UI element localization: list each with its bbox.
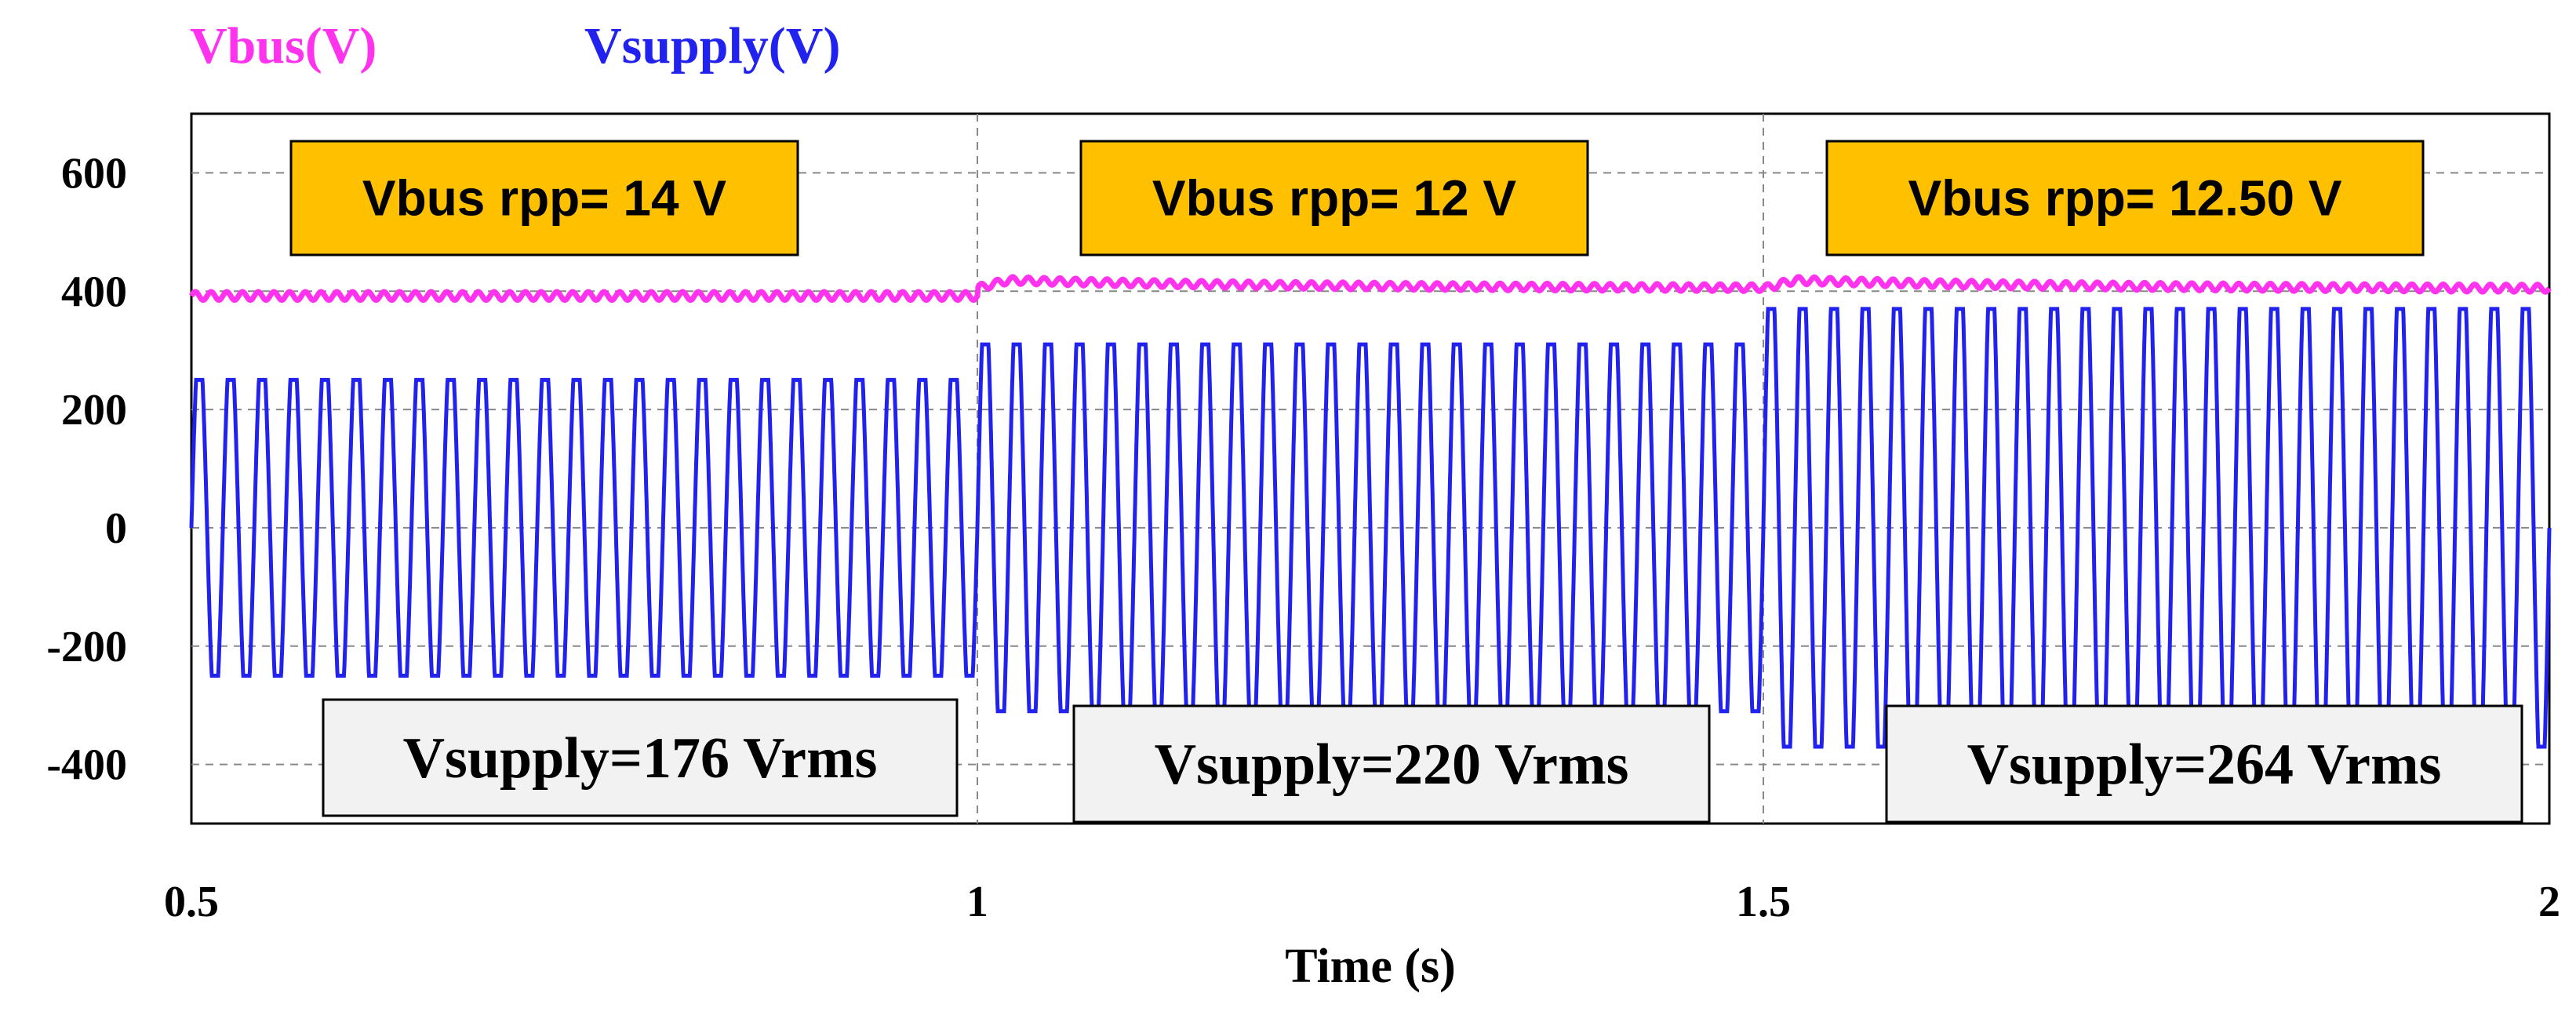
y-tick-labels: 600 400 200 0 -200 -400 bbox=[46, 149, 127, 789]
x-tick-label: 1 bbox=[966, 878, 988, 926]
series-vbus-line bbox=[189, 274, 2552, 304]
x-tick-labels: 0.5 1 1.5 2 bbox=[164, 878, 2560, 926]
x-tick-label: 0.5 bbox=[164, 878, 219, 926]
series-vsupply-line bbox=[189, 307, 2552, 749]
vbus-trace bbox=[189, 274, 2552, 304]
y-tick-label: 600 bbox=[61, 149, 127, 198]
annotation-top-label: Vbus rpp= 14 V bbox=[362, 170, 726, 227]
annotation-bottom-label: Vsupply=176 Vrms bbox=[403, 726, 878, 791]
y-tick-label: -200 bbox=[46, 623, 127, 671]
annotation-top-box bbox=[1079, 140, 1589, 256]
x-axis-title: Time (s) bbox=[1285, 940, 1456, 993]
legend-vsupply: Vsupply(V) bbox=[584, 17, 840, 75]
y-tick-label: -400 bbox=[46, 741, 127, 790]
annotation-top-box bbox=[289, 140, 799, 256]
annotations: Vbus rpp= 14 V Vbus rpp= 12 V Vbus rpp= 12… bbox=[289, 140, 2523, 824]
x-tick-label: 1.5 bbox=[1736, 878, 1791, 926]
annotation-top-box bbox=[1825, 140, 2425, 256]
annotation-top-label: Vbus rpp= 12.50 V bbox=[1908, 170, 2341, 227]
y-tick-label: 0 bbox=[105, 504, 127, 553]
y-tick-label: 400 bbox=[61, 267, 127, 316]
annotation-bottom-label: Vsupply=264 Vrms bbox=[1967, 733, 2442, 797]
annotation-bottom-box bbox=[322, 698, 959, 817]
vsupply-trace bbox=[189, 307, 2552, 749]
annotation-bottom-box bbox=[1885, 704, 2523, 824]
y-tick-label: 200 bbox=[61, 386, 127, 435]
annotation-bottom-label: Vsupply=220 Vrms bbox=[1155, 733, 1629, 797]
annotation-bottom-box bbox=[1072, 704, 1711, 824]
annotation-top-label: Vbus rpp= 12 V bbox=[1152, 170, 1516, 227]
legend-vbus: Vbus(V) bbox=[190, 17, 377, 75]
x-tick-label: 2 bbox=[2538, 878, 2560, 926]
